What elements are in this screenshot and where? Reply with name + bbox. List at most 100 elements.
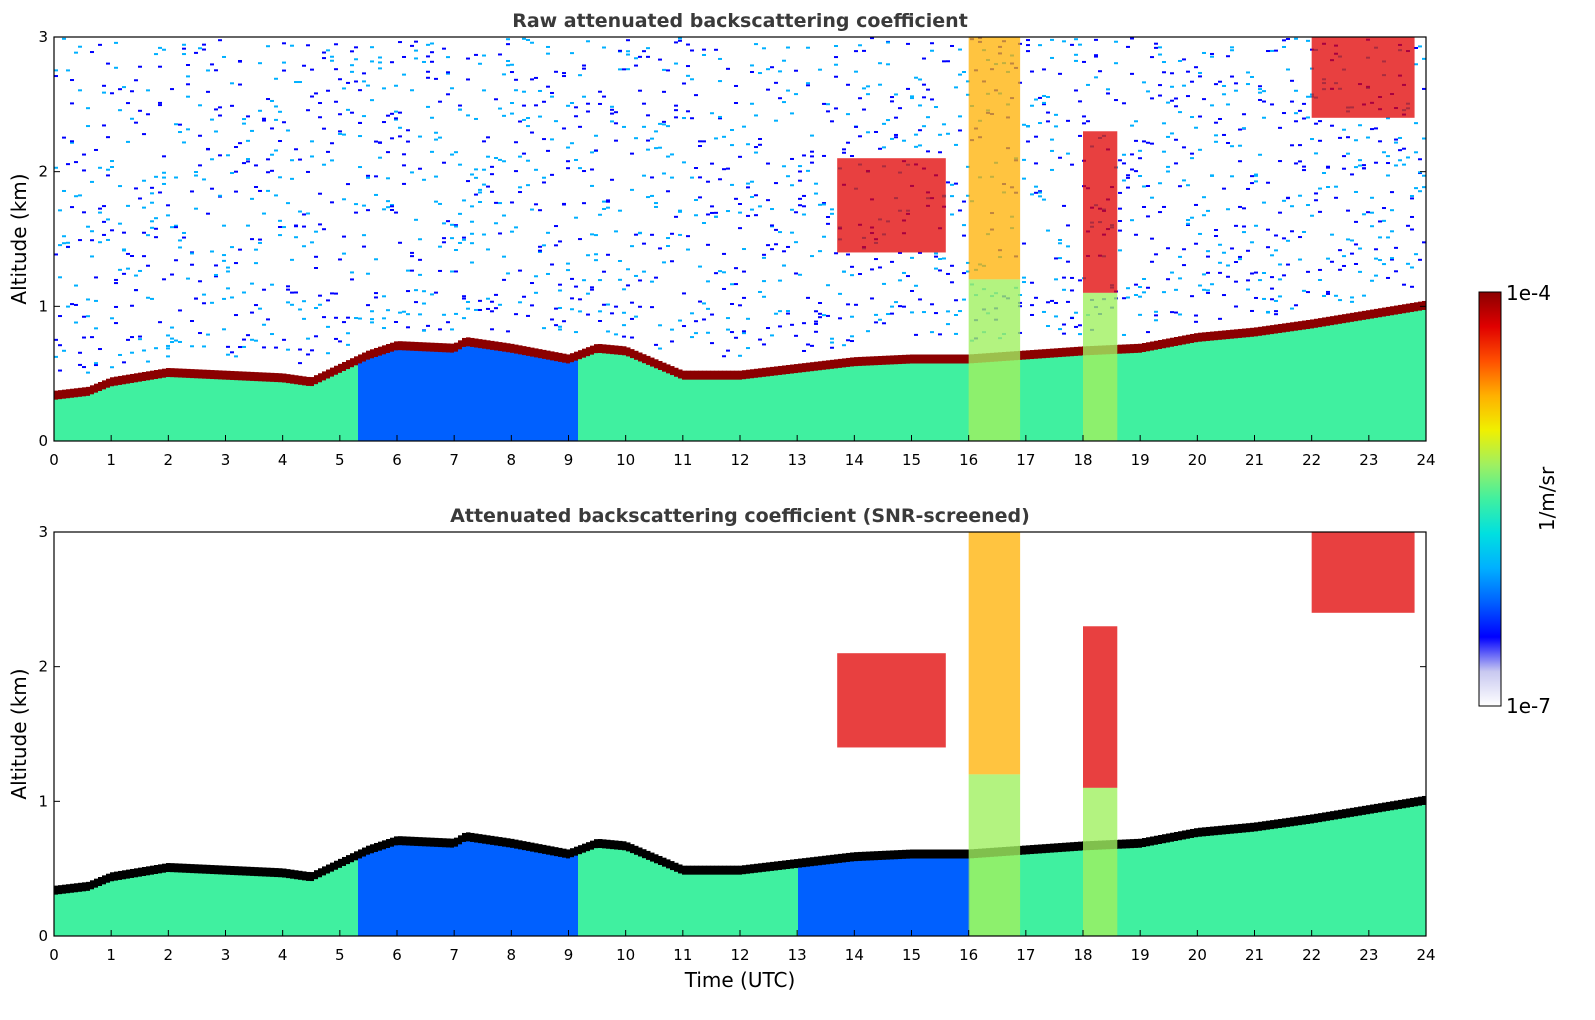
layer-top-mark: [218, 865, 223, 875]
noise-pixel: [630, 336, 634, 339]
noise-pixel: [170, 337, 174, 340]
noise-pixel: [1126, 174, 1130, 177]
noise-pixel: [294, 224, 298, 227]
noise-pixel: [1138, 313, 1142, 316]
bl-column: [174, 371, 179, 441]
noise-pixel: [1198, 75, 1202, 78]
noise-pixel: [1062, 323, 1066, 326]
noise-pixel: [562, 72, 566, 75]
noise-pixel: [526, 159, 530, 162]
noise-pixel: [1378, 236, 1382, 239]
bl-column: [158, 372, 163, 441]
noise-pixel: [418, 238, 422, 241]
bl-column: [1030, 848, 1035, 936]
noise-pixel: [774, 81, 778, 84]
layer-top-mark: [1386, 801, 1391, 811]
noise-pixel: [1374, 274, 1378, 277]
bl-column: [930, 852, 935, 936]
noise-pixel: [438, 328, 442, 331]
noise-pixel: [306, 109, 310, 112]
layer-top-mark: [470, 832, 475, 842]
bl-column: [882, 358, 887, 441]
noise-pixel: [742, 248, 746, 251]
bl-column: [1254, 825, 1259, 936]
noise-pixel: [1078, 134, 1082, 137]
bl-column: [1174, 339, 1179, 441]
noise-pixel: [1370, 279, 1374, 282]
layer-top-mark: [1350, 312, 1355, 322]
noise-pixel: [346, 108, 350, 111]
x-tick-label: 8: [507, 451, 517, 469]
noise-pixel: [674, 104, 678, 107]
bl-column: [922, 852, 927, 936]
noise-pixel: [914, 133, 918, 136]
noise-pixel: [1386, 174, 1390, 177]
noise-pixel: [1182, 248, 1186, 251]
noise-pixel: [1366, 211, 1370, 214]
noise-pixel: [842, 151, 846, 154]
noise-pixel: [1214, 121, 1218, 124]
noise-pixel: [154, 236, 158, 239]
noise-pixel: [142, 206, 146, 209]
layer-top-mark: [1390, 801, 1395, 811]
noise-pixel: [530, 304, 534, 307]
layer-top-mark: [786, 860, 791, 870]
noise-pixel: [590, 288, 594, 291]
noise-pixel: [938, 258, 942, 261]
bl-column: [1310, 817, 1315, 936]
bl-column: [366, 848, 371, 936]
noise-pixel: [1030, 193, 1034, 196]
bl-column: [62, 392, 67, 441]
layer-top-mark: [1214, 826, 1219, 836]
noise-pixel: [906, 275, 910, 278]
noise-pixel: [206, 90, 210, 93]
noise-pixel: [706, 213, 710, 216]
noise-pixel: [626, 53, 630, 56]
noise-pixel: [206, 333, 210, 336]
bl-column: [274, 871, 279, 936]
bl-column: [762, 370, 767, 441]
bl-column: [242, 374, 247, 441]
noise-pixel: [1406, 224, 1410, 227]
x-tick-label: 21: [1245, 946, 1264, 964]
bl-column: [1042, 847, 1047, 936]
layer-top-mark: [174, 863, 179, 873]
layer-top-mark: [1306, 815, 1311, 825]
noise-pixel: [474, 176, 478, 179]
noise-pixel: [1290, 230, 1294, 233]
noise-pixel: [962, 200, 966, 203]
noise-pixel: [1038, 191, 1042, 194]
bl-column: [786, 863, 791, 936]
layer-top-mark: [1282, 323, 1287, 333]
layer-top-mark: [526, 841, 531, 851]
noise-pixel: [502, 278, 506, 281]
bl-column: [658, 363, 663, 441]
bl-column: [934, 852, 939, 936]
x-tick-label: 23: [1359, 451, 1378, 469]
noise-pixel: [602, 46, 606, 49]
noise-pixel: [1402, 147, 1406, 150]
noise-pixel: [1386, 162, 1390, 165]
layer-top-mark: [1298, 321, 1303, 331]
noise-pixel: [622, 68, 626, 71]
noise-pixel: [750, 208, 754, 211]
x-tick-label: 3: [221, 946, 231, 964]
layer-top-mark: [450, 343, 455, 353]
noise-pixel: [486, 248, 490, 251]
noise-pixel: [930, 98, 934, 101]
noise-pixel: [310, 241, 314, 244]
noise-pixel: [318, 116, 322, 119]
noise-pixel: [766, 244, 770, 247]
layer-top-mark: [94, 383, 99, 393]
noise-pixel: [810, 150, 814, 153]
noise-pixel: [174, 226, 178, 229]
noise-pixel: [1346, 238, 1350, 241]
bl-column: [338, 861, 343, 936]
noise-pixel: [734, 336, 738, 339]
noise-pixel: [546, 149, 550, 152]
bl-column: [1382, 310, 1387, 441]
layer-top-mark: [418, 837, 423, 847]
noise-pixel: [630, 188, 634, 191]
noise-pixel: [58, 369, 62, 372]
bl-column: [1258, 824, 1263, 936]
